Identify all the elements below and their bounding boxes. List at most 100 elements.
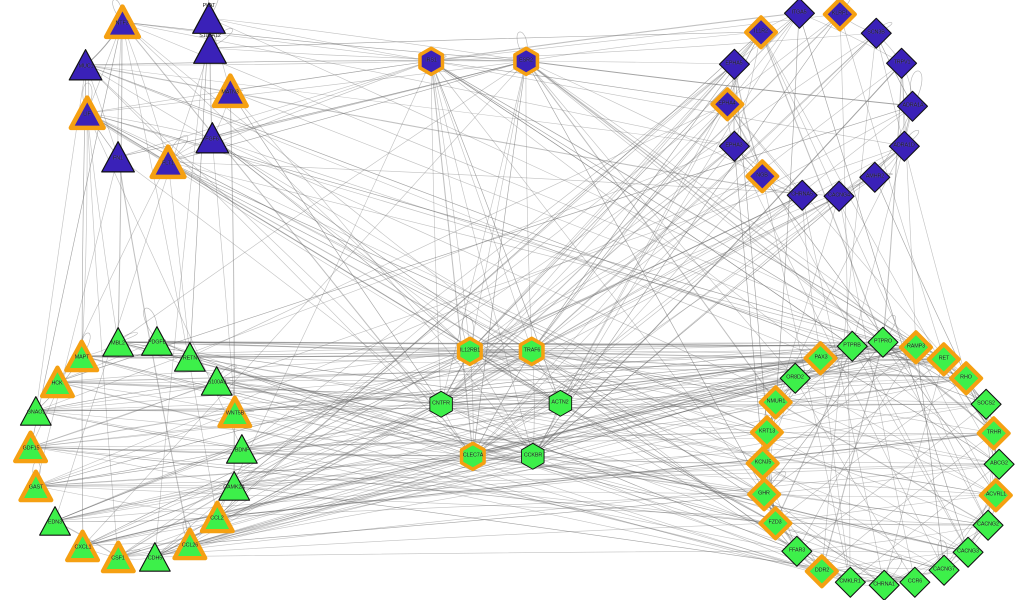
graph-edge	[35, 485, 765, 495]
graph-edge	[30, 21, 123, 448]
graph-node-fzd3[interactable]: FZD3	[757, 505, 793, 541]
graph-node-trhr[interactable]: TRHR	[976, 415, 1012, 451]
graph-node-s100a9[interactable]: S100A9	[201, 366, 233, 396]
graph-node-cntfr[interactable]: CNTFR	[429, 390, 453, 418]
graph-node-lif[interactable]: LIF	[68, 95, 106, 131]
diamond-glyph-icon	[886, 47, 918, 79]
graph-edge	[189, 377, 796, 545]
graph-edge	[35, 455, 474, 487]
graph-node-acvrl1[interactable]: ACVRL1	[978, 477, 1014, 513]
graph-node-socs2[interactable]: SOCS2	[970, 388, 1002, 420]
graph-node-cacng3[interactable]: CACNG3	[952, 536, 984, 568]
graph-node-clec7a[interactable]: CLEC7A	[459, 441, 487, 471]
graph-node-wnt5b[interactable]: WNT5B	[217, 395, 253, 429]
graph-edge	[35, 350, 471, 412]
graph-node-il1r2[interactable]: IL1R2	[743, 14, 779, 50]
graph-edge	[117, 156, 442, 405]
graph-node-ghr[interactable]: GHR	[746, 476, 782, 512]
graph-node-cacng7[interactable]: CACNG7	[928, 554, 960, 586]
graph-edge	[229, 90, 235, 487]
graph-edge	[30, 446, 235, 487]
graph-edge	[472, 455, 989, 526]
graph-edge	[430, 60, 945, 360]
graph-node-epha4[interactable]: EPHA4	[709, 86, 745, 122]
graph-node-actn2[interactable]: ACTN2	[548, 389, 572, 417]
graph-node-pdgfb[interactable]: PDGFB	[141, 326, 173, 356]
graph-edge	[820, 357, 851, 583]
graph-edge	[56, 380, 218, 384]
graph-edge	[762, 462, 1000, 465]
graph-node-cxcl1[interactable]: CXCL1	[65, 529, 101, 563]
graph-node-adra1d[interactable]: ADRA1D	[888, 130, 920, 162]
graph-node-cdh5[interactable]: CDH5	[139, 542, 171, 572]
graph-node-fgf6[interactable]: FGF6	[195, 122, 229, 154]
graph-node-cacng2[interactable]: CACNG2	[972, 509, 1004, 541]
graph-node-hck[interactable]: HCK	[39, 365, 75, 399]
graph-node-bdnf[interactable]: BDNF	[226, 434, 258, 464]
graph-node-ptpro[interactable]: PTPRO	[867, 326, 899, 358]
graph-node-muc1[interactable]: MUC1	[69, 49, 103, 81]
graph-edge	[430, 13, 841, 62]
graph-node-nmur1[interactable]: NMUR1	[758, 384, 794, 420]
graph-node-krt13[interactable]: KRT13	[749, 414, 785, 450]
graph-node-edn3[interactable]: EDN3	[39, 506, 71, 536]
graph-node-trpv1[interactable]: TRPV1	[886, 47, 918, 79]
graph-node-kcnj5[interactable]: KCNJ5	[745, 445, 781, 481]
graph-edge	[216, 31, 762, 518]
graph-node-flt1[interactable]: FLT1	[149, 144, 187, 180]
graph-node-chrna1[interactable]: CHRNA1	[868, 569, 900, 600]
graph-edge	[121, 21, 218, 518]
graph-node-ngb[interactable]: NGB	[744, 158, 780, 194]
graph-node-cmklr1[interactable]: CMKLR1	[834, 566, 866, 598]
triangle-glyph-icon	[39, 365, 75, 399]
graph-node-gnao1[interactable]: GNAO1	[20, 396, 52, 426]
graph-node-ptprb[interactable]: PTPRB	[836, 330, 868, 362]
graph-node-epha3[interactable]: EPHA3	[718, 130, 750, 162]
graph-node-amhr2[interactable]: AMHR2	[859, 161, 891, 193]
graph-node-gdf15[interactable]: GDF15	[13, 430, 49, 464]
graph-node-csf1[interactable]: CSF1	[100, 540, 136, 574]
graph-edge	[775, 341, 884, 403]
graph-edge	[766, 345, 853, 433]
graph-node-mbl2[interactable]: MBL2	[102, 327, 134, 357]
graph-node-epha5[interactable]: EPHA5	[718, 48, 750, 80]
graph-node-pax3[interactable]: PAX3	[803, 340, 839, 376]
graph-edge	[121, 21, 474, 457]
graph-node-ccr6[interactable]: CCR6	[899, 566, 931, 598]
graph-node-abcg2[interactable]: ABCG2	[983, 448, 1015, 480]
graph-edge	[430, 60, 533, 352]
graph-edge	[440, 60, 527, 405]
graph-edge	[775, 401, 989, 526]
graph-edge	[167, 161, 765, 495]
graph-node-mapt[interactable]: MAPT	[64, 339, 100, 373]
graph-node-camk2a[interactable]: CAMK2A	[218, 471, 250, 501]
graph-node-matn3[interactable]: MATN3	[211, 73, 249, 109]
graph-node-irs1[interactable]: IRS1	[417, 46, 445, 76]
graph-node-scn3b[interactable]: SCN3B	[860, 17, 892, 49]
graph-node-retn[interactable]: RETN	[174, 342, 206, 372]
graph-node-or8d2[interactable]: OR8D2	[779, 362, 811, 394]
graph-node-ccl2[interactable]: CCL2	[199, 500, 235, 534]
graph-node-adra1a[interactable]: ADRA1A	[897, 90, 929, 122]
graph-node-ntf3[interactable]: NTF3	[103, 4, 141, 40]
graph-node-cacng4[interactable]: CACNG4	[823, 180, 855, 212]
graph-edge	[121, 21, 432, 62]
graph-node-itga5[interactable]: ITGA5	[783, 0, 815, 29]
graph-node-fn1[interactable]: FN1	[101, 141, 135, 173]
graph-node-il12rb1[interactable]: IL12RB1	[456, 336, 484, 366]
graph-node-ccl26[interactable]: CCL26	[172, 527, 208, 561]
graph-node-esr2[interactable]: ESR2	[512, 46, 540, 76]
graph-node-ramp3[interactable]: RAMP3	[898, 329, 934, 365]
graph-node-traf6[interactable]: TRAF6	[518, 336, 546, 366]
graph-edge	[216, 380, 768, 433]
triangle-glyph-icon	[65, 529, 101, 563]
graph-node-ddr2[interactable]: DDR2	[804, 553, 840, 589]
graph-node-rho[interactable]: RHO	[948, 360, 984, 396]
graph-node-klrf1[interactable]: KLRF1	[822, 0, 858, 32]
graph-edge	[35, 380, 218, 412]
graph-node-chrna5[interactable]: CHRNA5	[786, 179, 818, 211]
graph-edge	[763, 493, 997, 498]
graph-node-cckbr[interactable]: CCKBR	[521, 442, 545, 470]
graph-node-gast[interactable]: GAST	[18, 469, 54, 503]
